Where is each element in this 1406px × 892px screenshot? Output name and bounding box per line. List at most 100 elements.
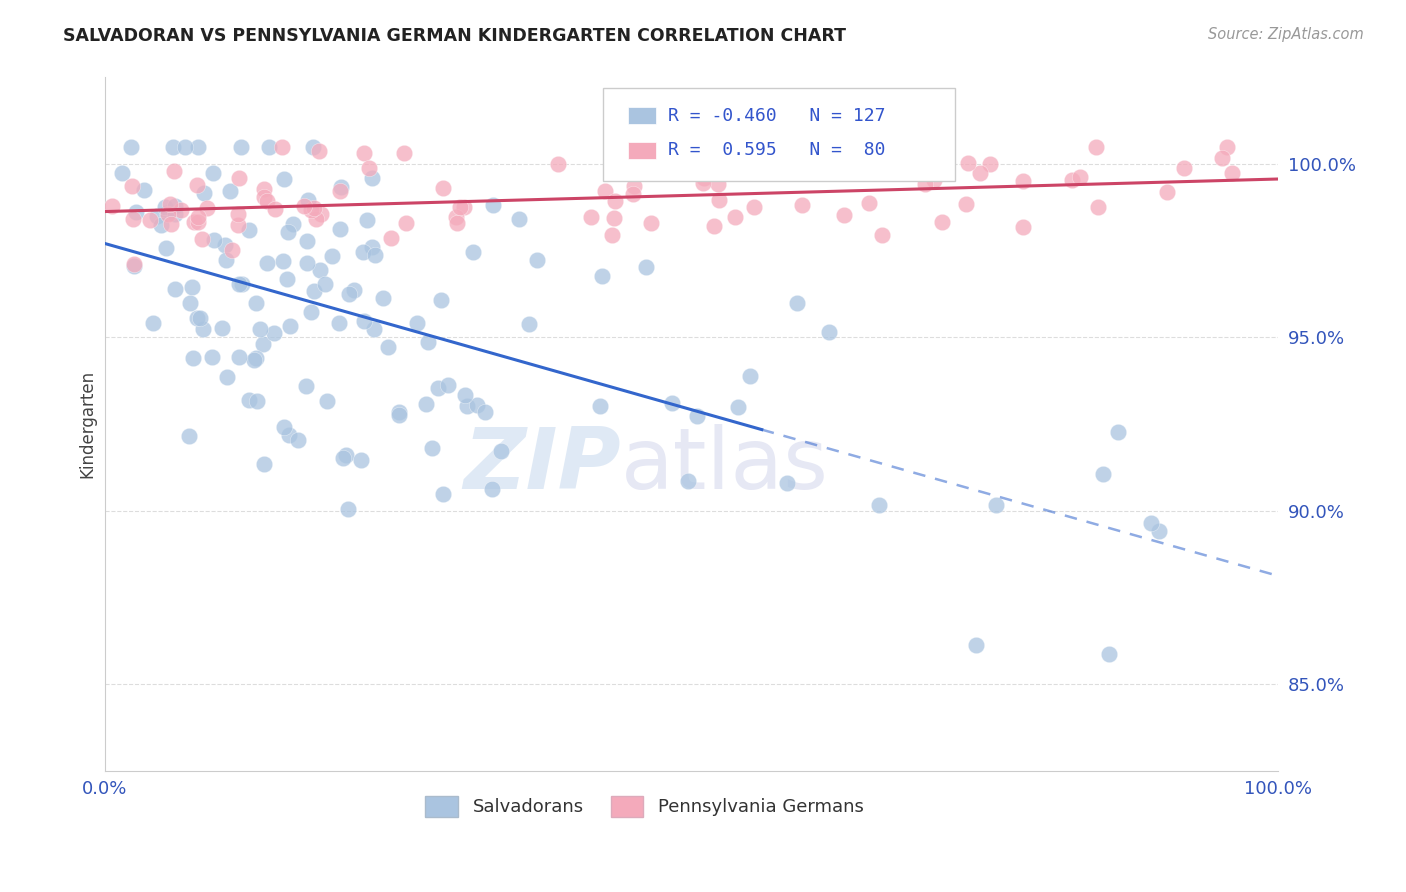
Point <box>308 145 330 159</box>
Point <box>723 210 745 224</box>
Point <box>600 227 623 242</box>
Point <box>956 155 979 169</box>
Point <box>491 443 513 458</box>
Point <box>179 296 201 310</box>
Point <box>238 393 260 408</box>
Point <box>180 280 202 294</box>
Point <box>579 210 602 224</box>
Point <box>453 201 475 215</box>
Point <box>139 213 162 227</box>
Point <box>226 218 249 232</box>
Point <box>160 217 183 231</box>
Point <box>330 179 353 194</box>
Point <box>301 140 323 154</box>
Text: SALVADORAN VS PENNSYLVANIA GERMAN KINDERGARTEN CORRELATION CHART: SALVADORAN VS PENNSYLVANIA GERMAN KINDER… <box>63 27 846 45</box>
Point <box>623 186 645 201</box>
Point <box>623 178 645 193</box>
Point <box>229 140 252 154</box>
Point <box>121 178 143 193</box>
Point <box>707 193 730 207</box>
Point <box>352 245 374 260</box>
Point <box>388 409 411 423</box>
Point <box>183 351 205 365</box>
Point <box>508 212 530 227</box>
Point <box>186 310 208 325</box>
Point <box>603 211 626 226</box>
Point <box>474 405 496 419</box>
Point <box>228 170 250 185</box>
Point <box>872 228 894 243</box>
Point <box>245 296 267 310</box>
Point <box>547 157 569 171</box>
Text: ZIP: ZIP <box>464 425 621 508</box>
Point <box>263 326 285 341</box>
Text: R = -0.460   N = 127: R = -0.460 N = 127 <box>668 106 886 125</box>
Point <box>308 263 330 277</box>
Point <box>163 164 186 178</box>
Point <box>858 195 880 210</box>
FancyBboxPatch shape <box>628 107 657 124</box>
Point <box>174 140 197 154</box>
Point <box>692 176 714 190</box>
Point <box>1060 173 1083 187</box>
Point <box>156 206 179 220</box>
Point <box>193 186 215 200</box>
Point <box>437 378 460 392</box>
Point <box>481 483 503 497</box>
Point <box>215 253 238 268</box>
Point <box>1091 467 1114 481</box>
Point <box>426 380 449 394</box>
Point <box>432 486 454 500</box>
Point <box>183 215 205 229</box>
Point <box>163 199 186 213</box>
Point <box>1220 166 1243 180</box>
FancyBboxPatch shape <box>603 87 956 181</box>
Point <box>295 379 318 393</box>
Point <box>430 293 453 308</box>
Point <box>361 240 384 254</box>
Point <box>350 453 373 467</box>
Point <box>201 166 224 180</box>
Point <box>226 207 249 221</box>
Point <box>1216 140 1239 154</box>
Point <box>786 295 808 310</box>
Point <box>252 182 274 196</box>
Point <box>263 202 285 216</box>
Point <box>299 305 322 319</box>
Point <box>273 419 295 434</box>
Point <box>343 283 366 297</box>
Point <box>832 208 855 222</box>
Point <box>159 197 181 211</box>
Point <box>1173 161 1195 175</box>
Point <box>603 194 626 208</box>
Point <box>187 140 209 154</box>
Point <box>305 212 328 227</box>
Point <box>1085 140 1108 154</box>
Point <box>120 140 142 154</box>
Point <box>636 260 658 274</box>
Legend: Salvadorans, Pennsylvania Germans: Salvadorans, Pennsylvania Germans <box>418 789 870 824</box>
Point <box>457 399 479 413</box>
Point <box>132 183 155 197</box>
Point <box>165 206 187 220</box>
Point <box>432 180 454 194</box>
Point <box>321 249 343 263</box>
Point <box>377 341 399 355</box>
Point <box>214 238 236 252</box>
Point <box>738 369 761 384</box>
Point <box>253 189 276 203</box>
Point <box>446 216 468 230</box>
Point <box>277 225 299 239</box>
Point <box>353 314 375 328</box>
Point <box>170 202 193 217</box>
Point <box>1069 169 1091 184</box>
Point <box>142 317 165 331</box>
Point <box>1107 425 1129 439</box>
Y-axis label: Kindergarten: Kindergarten <box>79 370 96 478</box>
Point <box>1011 174 1033 188</box>
Point <box>228 277 250 291</box>
Point <box>517 317 540 331</box>
Point <box>676 474 699 488</box>
Point <box>157 207 180 221</box>
Point <box>454 388 477 402</box>
